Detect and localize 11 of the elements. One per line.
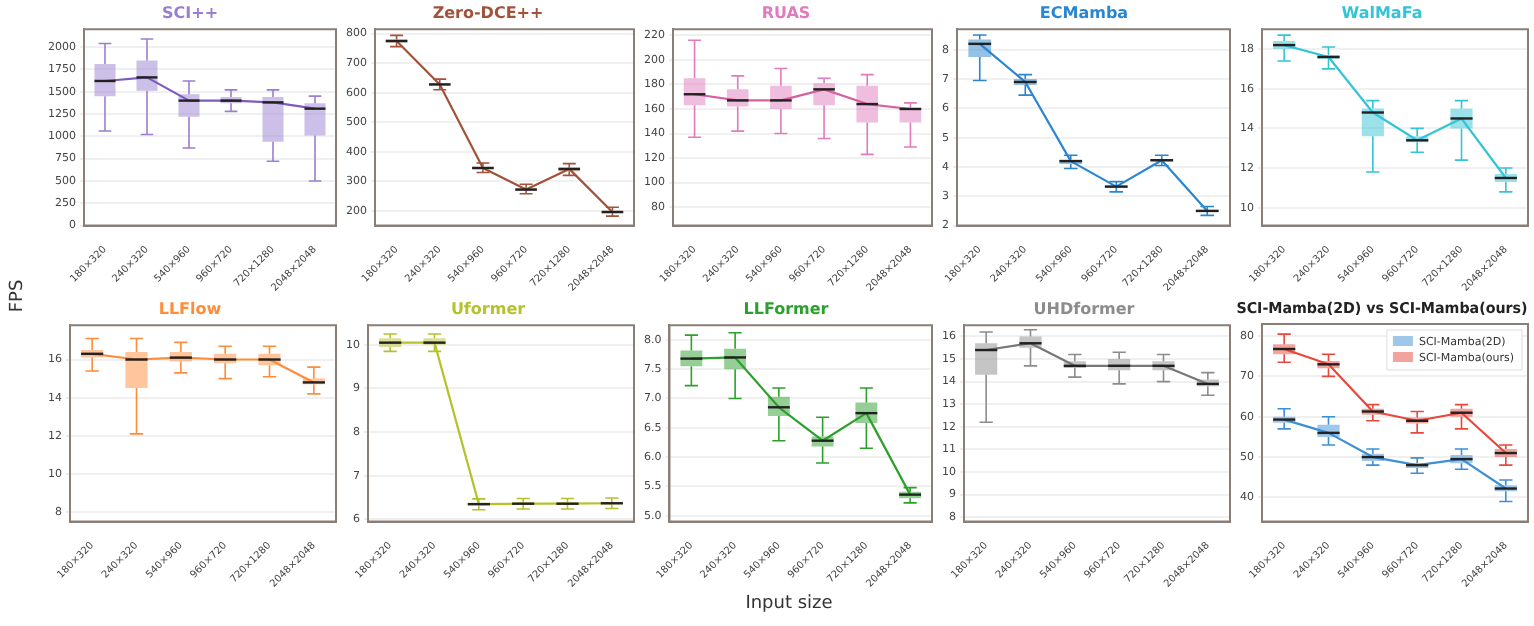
chart-title: ECMamba [1039, 3, 1129, 22]
x-axis-title: Input size [743, 594, 835, 614]
y-axis-title: FPS [7, 279, 28, 313]
chart-title: SCI++ [161, 3, 219, 22]
chart-title: RUAS [761, 3, 811, 22]
chart-title: UHDformer [1033, 299, 1135, 318]
chart-title: WalMaFa [1341, 3, 1423, 22]
chart-title: Uformer [450, 299, 526, 318]
chart-title: Zero-DCE++ [432, 3, 544, 22]
chart-title: LLFormer [743, 299, 829, 318]
chart-title: LLFlow [158, 299, 223, 318]
